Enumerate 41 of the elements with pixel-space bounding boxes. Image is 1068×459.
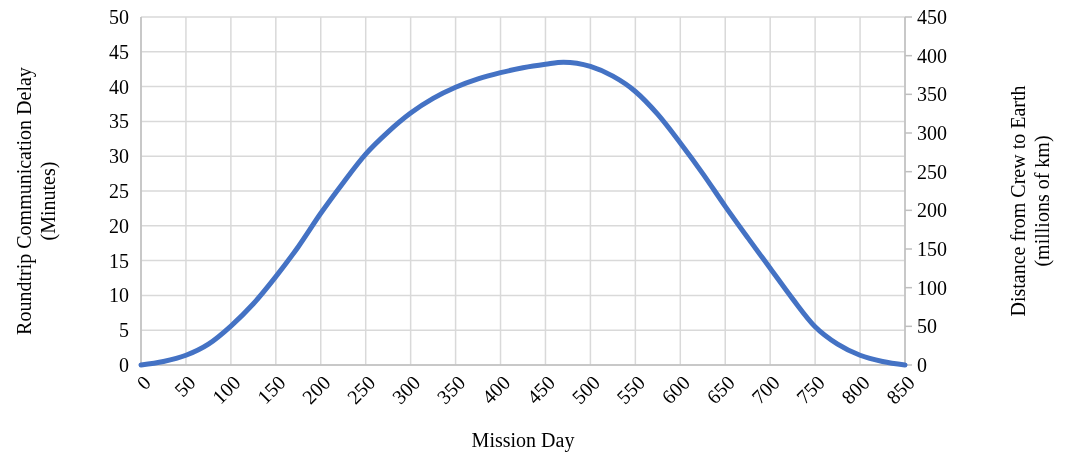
y2-axis-title: Distance from Crew to Earth (millions of km) <box>1007 85 1054 317</box>
x-tick-label: 850 <box>882 371 919 408</box>
x-tick-label: 650 <box>702 371 740 408</box>
x-tick-label: 100 <box>207 371 245 408</box>
y2-tick-label: 200 <box>917 199 947 222</box>
x-tick-label: 700 <box>747 371 784 408</box>
y-axis-title: Roundtrip Communication Delay (Minutes) <box>13 67 60 335</box>
x-tick-label: 400 <box>477 371 515 408</box>
x-tick-label: 150 <box>252 371 290 408</box>
x-tick-label: 350 <box>432 371 470 408</box>
y2-tick-label: 50 <box>917 315 937 338</box>
y2-tick-label: 400 <box>917 44 947 67</box>
x-tick-label: 600 <box>657 371 695 408</box>
y-tick-label: 10 <box>109 284 129 307</box>
y-tick-label: 45 <box>109 40 129 63</box>
x-tick-label: 800 <box>837 371 874 408</box>
y-tick-label: 30 <box>109 145 129 168</box>
y-tick-label: 40 <box>109 75 129 98</box>
y-tick-label: 35 <box>109 110 129 133</box>
y2-tick-label: 0 <box>917 354 927 376</box>
y2-tick-label: 100 <box>917 276 947 299</box>
x-tick-label: 750 <box>792 371 829 408</box>
x-tick-label: 450 <box>522 371 560 408</box>
y-tick-label: 15 <box>109 249 129 272</box>
y2-tick-label: 350 <box>917 83 947 106</box>
y-tick-label: 5 <box>119 319 129 342</box>
x-tick-label: 300 <box>387 371 425 408</box>
y2-tick-label: 150 <box>917 238 947 260</box>
x-tick-label: 550 <box>612 371 650 408</box>
y2-tick-label: 250 <box>917 160 947 183</box>
y2-tick-label: 450 <box>917 6 947 28</box>
x-tick-label: 200 <box>297 371 335 408</box>
y-tick-label: 20 <box>109 214 129 237</box>
x-tick-label: 250 <box>342 371 380 408</box>
x-tick-label: 500 <box>567 371 605 408</box>
y-tick-label: 25 <box>109 180 129 202</box>
y-tick-label: 50 <box>109 6 129 28</box>
x-tick-label: 50 <box>170 371 200 401</box>
y2-tick-label: 300 <box>917 122 947 144</box>
y-tick-label: 0 <box>119 354 129 376</box>
x-axis-title: Mission Day <box>471 429 575 452</box>
